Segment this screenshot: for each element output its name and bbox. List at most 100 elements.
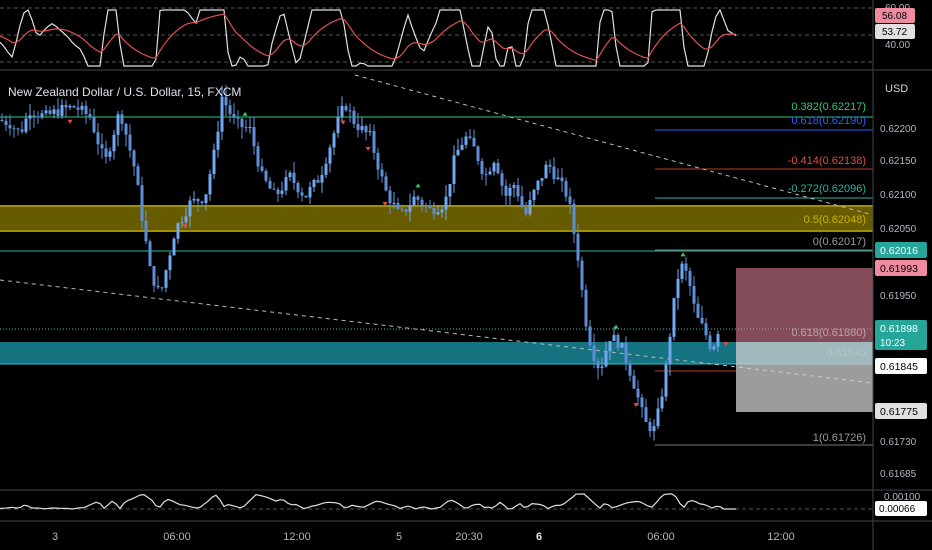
candle-body [716, 333, 720, 347]
candle-body [16, 128, 20, 130]
candle-body [508, 187, 512, 196]
candle-body [112, 134, 116, 152]
candle-body [44, 110, 48, 114]
candle-body [400, 208, 404, 210]
candle-body [108, 151, 112, 157]
candle-body [40, 113, 44, 118]
candle-body [448, 183, 452, 197]
candle-body [484, 173, 488, 175]
rsi-value-badge [875, 24, 915, 39]
candle-body [312, 179, 316, 188]
candle-body [636, 388, 640, 398]
candle-body [640, 397, 644, 408]
price-tick: 0.61685 [880, 469, 917, 480]
rsi-ma-badge [875, 8, 915, 23]
candle-body [120, 114, 124, 124]
candle-body [388, 190, 392, 204]
price-panel[interactable]: 0.382(0.62217) 0.618(0.62190) -0.414(0.6… [0, 74, 874, 446]
candle-body [148, 241, 152, 267]
price-tick: 0.62200 [880, 124, 917, 135]
candle-body [580, 260, 584, 290]
fib-label: 0(0.62017) [813, 236, 866, 248]
candle-body [496, 162, 500, 174]
position-target-zone[interactable] [736, 268, 873, 342]
candle-body [28, 115, 32, 119]
candle-body [128, 134, 132, 151]
candle-body [396, 202, 400, 209]
time-axis[interactable]: 3 06:00 12:00 5 20:30 6 06:00 12:00 [0, 520, 932, 543]
candle-body [560, 177, 564, 182]
candle-body [164, 270, 168, 288]
candle-body [712, 346, 716, 350]
oscillator-panel[interactable]: 0.00100 0.00066 [0, 492, 927, 516]
candle-body [672, 297, 676, 337]
candle-body [520, 196, 524, 208]
rsi-panel[interactable]: 60.00 40.00 56.08 53.72 [0, 3, 915, 67]
candle-body [644, 407, 648, 423]
demand-zone [0, 342, 873, 364]
supply-zone [0, 205, 873, 232]
buy-marker [613, 324, 619, 329]
candle-body [248, 126, 252, 128]
fib-label: -0.414(0.62138) [788, 155, 866, 167]
buy-marker [415, 183, 421, 188]
candle-body [304, 195, 308, 198]
time-label: 06:00 [163, 531, 191, 543]
candle-body [668, 336, 672, 365]
candle-body [96, 132, 100, 145]
candle-body [660, 396, 664, 409]
candle-body [364, 126, 368, 133]
rsi-axis-label: 40.00 [885, 40, 910, 51]
position-stop-zone[interactable] [736, 342, 873, 412]
candle-body [452, 155, 456, 184]
sell-marker [633, 403, 639, 408]
candle-body [340, 105, 344, 118]
candle-body [548, 164, 552, 167]
rsi-value-badge-value: 53.72 [882, 27, 907, 38]
price-axis[interactable]: USD 0.62200 0.62150 0.62100 0.62050 0.61… [872, 0, 927, 550]
osc-axis-label: 0.00100 [884, 492, 921, 503]
candle-body [500, 173, 504, 186]
price-badge-gray [875, 403, 927, 419]
oscillator-line [0, 493, 736, 510]
candle-body [708, 335, 712, 350]
candle-body [424, 205, 428, 207]
candle-body [316, 179, 320, 183]
bar-countdown: 10:23 [880, 338, 905, 349]
candle-body [628, 363, 632, 376]
candle-body [172, 238, 176, 256]
candle-body [92, 117, 96, 133]
candle-body [444, 196, 448, 210]
candle-body [568, 196, 572, 204]
candle-body [124, 123, 128, 135]
candle-body [472, 137, 476, 147]
candle-body [404, 209, 408, 212]
candle-body [252, 126, 256, 147]
time-label: 5 [396, 531, 402, 543]
candle-body [456, 149, 460, 156]
candle-body [612, 334, 616, 342]
candle-body [468, 136, 472, 138]
candle-body [688, 270, 692, 286]
price-badge-value: 0.61845 [880, 361, 918, 373]
candle-body [648, 422, 652, 432]
candle-body [268, 180, 272, 189]
candle-body [592, 345, 596, 361]
candle-body [368, 131, 372, 133]
candle-body [476, 146, 480, 162]
candle-body [544, 164, 548, 179]
price-tick: 0.62050 [880, 224, 917, 235]
sell-marker [340, 120, 346, 125]
candle-body [256, 146, 260, 167]
candle-body [20, 129, 24, 132]
symbol-title[interactable]: New Zealand Dollar / U.S. Dollar, 15, FX… [8, 85, 241, 99]
lower-trendline [0, 279, 874, 384]
candle-body [276, 189, 280, 194]
price-tick: 0.61730 [880, 437, 917, 448]
candle-body [76, 107, 80, 110]
candle-body [292, 172, 296, 183]
candle-body [188, 200, 192, 217]
price-tick: 0.62150 [880, 156, 917, 167]
candle-body [136, 166, 140, 186]
